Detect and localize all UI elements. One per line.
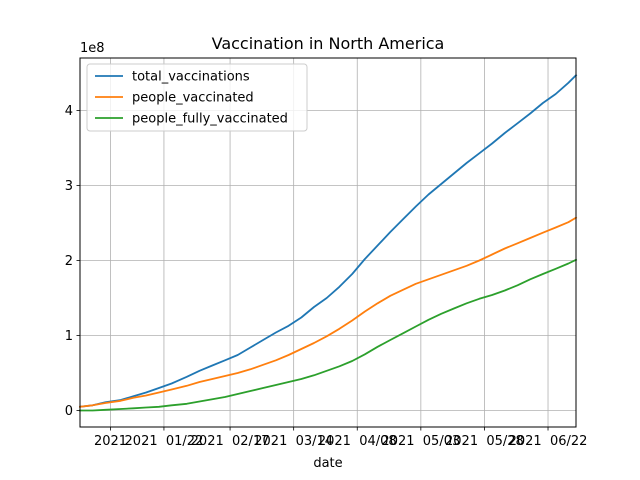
- x-tick-label: 2021 04/08: [318, 434, 397, 449]
- legend-label: total_vaccinations: [132, 70, 250, 85]
- plot-frame: [79, 57, 577, 428]
- legend-label: people_fully_vaccinated: [132, 112, 288, 127]
- x-tick-label: 2021: [94, 434, 127, 449]
- y-tick-label: 4: [65, 104, 73, 119]
- y-tick-label: 1: [65, 329, 73, 344]
- legend: total_vaccinations people_vaccinatedpeopl…: [86, 63, 308, 132]
- x-tick-label: 2021 05/28: [445, 434, 524, 449]
- x-tick-label: 2021 02/17: [191, 434, 270, 449]
- legend-label: people_vaccinated: [132, 91, 254, 106]
- x-axis-label: date: [313, 456, 342, 471]
- y-tick-label: 0: [65, 404, 73, 419]
- series-line-people-vaccinated: [79, 216, 578, 408]
- x-tick-label: 2021 01/22: [125, 434, 204, 449]
- y-axis: 0 1 2 3 4: [65, 104, 80, 419]
- chart-title: Vaccination in North America: [212, 34, 445, 53]
- series-lines: [79, 74, 578, 412]
- x-tick-label: 2021 06/22: [509, 434, 588, 449]
- series-line-people-fully-vaccinated: [79, 258, 578, 412]
- legend-box: [86, 63, 308, 132]
- y-tick-label: 2: [65, 254, 73, 269]
- y-tick-label: 3: [65, 179, 73, 194]
- x-tick-label: 2021 05/03: [381, 434, 460, 449]
- x-tick-label: 2021 03/14: [254, 434, 333, 449]
- series-line-total-vaccinations: [79, 74, 578, 408]
- y-offset-label: 1e8: [80, 41, 105, 56]
